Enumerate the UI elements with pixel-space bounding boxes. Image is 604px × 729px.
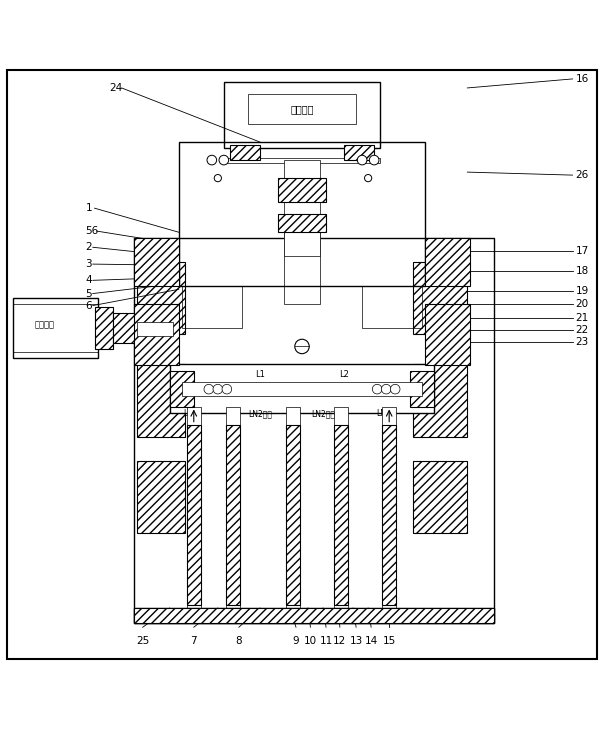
Text: 13: 13 [350,636,363,646]
Text: 24: 24 [109,83,123,93]
Bar [133,608,495,623]
Bar [382,424,396,605]
Text: 25: 25 [136,636,149,646]
Circle shape [372,384,382,394]
Circle shape [390,384,400,394]
Bar [284,160,320,305]
Text: 17: 17 [576,246,589,257]
Bar [413,461,467,533]
Bar [286,407,300,623]
Text: 2: 2 [86,242,92,252]
Text: L1: L1 [255,370,265,379]
Text: 22: 22 [576,324,589,335]
Circle shape [365,174,371,182]
Text: LN2: LN2 [376,409,391,418]
Bar [137,262,185,335]
Text: 19: 19 [576,286,589,296]
Text: 12: 12 [333,636,347,646]
Bar [410,370,434,407]
Text: 9: 9 [293,636,300,646]
Text: 14: 14 [365,636,378,646]
Text: 18: 18 [576,266,589,276]
Bar [170,364,434,413]
Bar [278,178,326,202]
Text: 15: 15 [382,636,396,646]
Text: 6: 6 [86,300,92,311]
Circle shape [358,155,367,165]
Bar [226,407,240,623]
Bar [13,298,98,359]
Bar [334,424,349,605]
Bar [286,424,300,605]
Text: LN2排放: LN2排放 [248,409,272,418]
Circle shape [219,155,229,165]
Bar [137,364,185,437]
Text: L2: L2 [339,370,349,379]
Bar [187,407,201,623]
Bar [133,305,179,364]
Bar [179,142,425,286]
Bar [278,214,326,233]
Bar [425,305,471,364]
Text: 23: 23 [576,337,589,347]
Circle shape [207,155,217,165]
Bar [413,364,467,437]
Text: 8: 8 [236,636,242,646]
Bar [334,407,349,623]
Circle shape [213,384,223,394]
Bar [133,608,495,623]
Circle shape [222,384,232,394]
Text: 16: 16 [576,74,589,84]
Text: 轴向气缸: 轴向气缸 [34,320,55,330]
Text: 5: 5 [86,289,92,299]
Bar [224,82,380,148]
Bar [248,94,356,124]
Bar [413,262,467,335]
Bar [133,238,495,623]
Bar [137,322,173,335]
Text: 负载气缸: 负载气缸 [291,104,313,114]
Circle shape [214,174,222,182]
Bar [425,238,471,286]
Bar [137,461,185,533]
Bar [182,286,242,329]
Text: 20: 20 [576,300,589,309]
Bar [224,158,380,163]
Text: LN2: LN2 [184,409,198,418]
Bar [226,424,240,605]
Bar [182,382,422,397]
Circle shape [204,384,214,394]
Text: 10: 10 [304,636,317,646]
Text: 1: 1 [86,203,92,213]
Text: 3: 3 [86,259,92,269]
Bar [362,286,422,329]
Bar [170,370,194,407]
Bar [95,308,112,349]
Text: 11: 11 [320,636,333,646]
Bar [230,145,260,160]
Bar [112,313,137,343]
Text: 4: 4 [86,276,92,285]
Circle shape [369,155,379,165]
Text: 26: 26 [576,170,589,180]
Bar [382,407,396,623]
Text: 7: 7 [190,636,197,646]
Bar [187,424,201,605]
Bar [344,145,374,160]
Bar [284,229,320,257]
Bar [13,305,98,353]
Text: 56: 56 [86,226,99,236]
Text: LN2排放: LN2排放 [311,409,335,418]
Circle shape [381,384,391,394]
Bar [133,238,179,286]
Text: 21: 21 [576,313,589,323]
